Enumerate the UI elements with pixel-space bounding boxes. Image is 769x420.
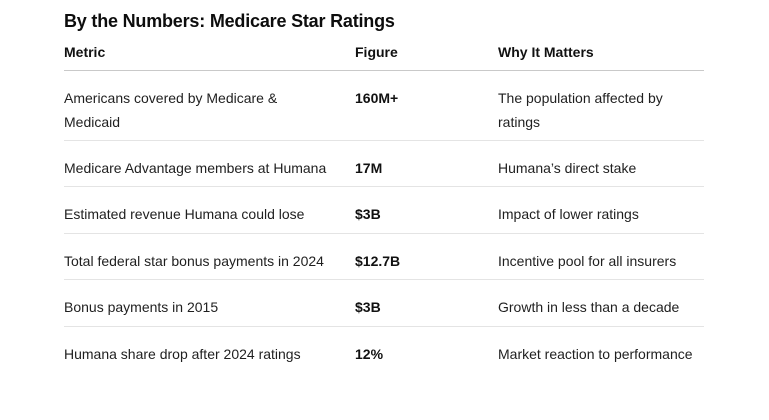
column-header-why-it-matters: Why It Matters xyxy=(498,44,594,60)
why-cell: Humana’s direct stake xyxy=(498,160,637,176)
table-row: Medicare Advantage members at Humana 17M… xyxy=(64,141,704,187)
metric-cell: Bonus payments in 2015 xyxy=(64,299,219,315)
why-cell: Impact of lower ratings xyxy=(498,206,639,222)
figure-cell: $12.7B xyxy=(355,253,401,269)
why-cell: Growth in less than a decade xyxy=(498,299,680,315)
metric-cell: Medicare Advantage members at Humana xyxy=(64,160,327,176)
figure-cell: 12% xyxy=(355,346,384,362)
why-cell: Incentive pool for all insurers xyxy=(498,253,677,269)
column-header-figure: Figure xyxy=(355,44,398,60)
table-row: Humana share drop after 2024 ratings 12%… xyxy=(64,327,704,373)
figure-cell: 17M xyxy=(355,160,383,176)
figure-cell: $3B xyxy=(355,299,381,315)
table-header-row: Metric Figure Why It Matters xyxy=(64,33,704,71)
why-cell: Market reaction to performance xyxy=(498,346,693,362)
article-content: By the Numbers: Medicare Star Ratings Me… xyxy=(0,9,704,373)
stats-table: Metric Figure Why It Matters Americans c… xyxy=(64,33,704,373)
why-cell: The population affected by ratings xyxy=(498,90,663,130)
column-header-metric: Metric xyxy=(64,44,106,60)
metric-cell: Humana share drop after 2024 ratings xyxy=(64,346,301,362)
figure-cell: $3B xyxy=(355,206,381,222)
table-row: Bonus payments in 2015 $3B Growth in les… xyxy=(64,280,704,327)
table-row: Americans covered by Medicare & Medicaid… xyxy=(64,71,704,141)
metric-cell: Total federal star bonus payments in 202… xyxy=(64,253,324,269)
figure-cell: 160M+ xyxy=(355,90,399,106)
table-row: Estimated revenue Humana could lose $3B … xyxy=(64,187,704,234)
page-title: By the Numbers: Medicare Star Ratings xyxy=(64,11,395,31)
metric-cell: Estimated revenue Humana could lose xyxy=(64,206,305,222)
metric-cell: Americans covered by Medicare & Medicaid xyxy=(64,90,278,130)
table-row: Total federal star bonus payments in 202… xyxy=(64,234,704,280)
